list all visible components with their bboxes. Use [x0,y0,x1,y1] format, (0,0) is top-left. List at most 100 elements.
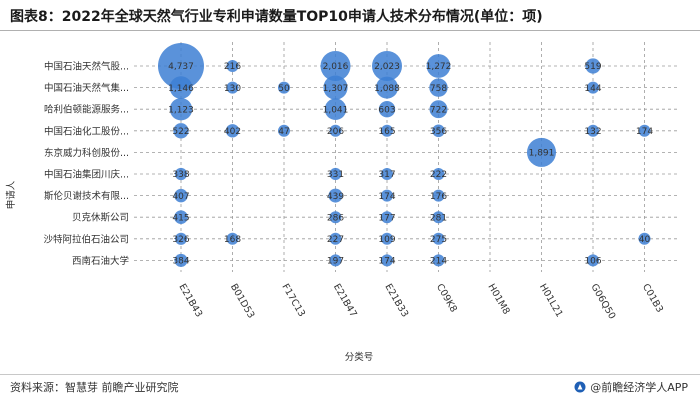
bubble [587,124,599,137]
bubble-value-label: 50 [278,84,290,94]
bubble [381,232,393,245]
y-tick-label: 哈利伯顿能源服务... [44,104,129,116]
bubble [174,188,188,203]
bubble-value-label: 216 [224,62,241,72]
bubble [432,168,445,180]
bubble [381,124,393,137]
bubble [225,124,240,138]
bubble-value-label: 47 [278,127,289,137]
bubble [432,254,445,267]
bubble [587,254,599,267]
bubble [158,43,204,89]
bubble [426,54,451,78]
bubble [585,58,601,74]
bubble [329,124,342,137]
bubble-value-label: 1,272 [426,62,452,72]
bubble [381,168,393,180]
bubble [329,211,342,224]
bubble [432,211,445,224]
bubble-value-label: 519 [584,62,601,72]
bubble-value-label: 286 [327,213,344,223]
source-note: 资料来源：智慧芽 前瞻产业研究院 [10,381,179,394]
bubble-value-label: 165 [378,127,395,137]
bubble [329,254,342,267]
bubble-value-label: 1,146 [168,84,194,94]
bubble-value-label: 130 [224,84,241,94]
bubble-value-label: 356 [430,127,447,137]
bubble-value-label: 407 [172,192,189,202]
grid-lines [134,42,680,272]
y-tick-label: 贝克休斯公司 [72,212,129,224]
bubble [381,254,393,267]
bubble-value-label: 176 [430,192,447,202]
bubble-value-label: 384 [172,257,189,267]
bubble-value-label: 317 [378,170,395,180]
page-title: 图表8：2022年全球天然气行业专利申请数量TOP10申请人技术分布情况(单位：… [10,9,543,25]
bubble-value-label: 132 [584,127,601,137]
bubble-value-label: 331 [327,170,344,180]
bubble [381,189,393,202]
bubble [432,232,445,245]
x-tick-labels: E21B43 B01D53 F17C13 E21B47 E21B33 C09K8 H01M8… [176,282,665,321]
y-tick-labels: 中国石油天然气股... 中国石油天然气集... 哈利伯顿能源服务... 中国石油化工股… [43,61,129,267]
bubble-value-label: 227 [327,235,344,245]
bubble-value-label: 168 [224,235,241,245]
bubble-value-label: 177 [378,213,395,223]
y-tick-label: 沙特阿拉伯石油公司 [43,233,129,245]
bubbles: 4,737 216 2,016 2,023 1,272 519 1,146 130 50 1,30… [158,43,653,267]
x-tick-label: E21B33 [382,282,410,319]
bubble [381,211,393,224]
bubble-value-label: 109 [378,235,395,245]
bubble-value-label: 4,737 [168,62,194,72]
bubble [278,124,290,137]
bubble [587,81,599,94]
bubble-value-label: 326 [172,235,189,245]
bubble-value-label: 439 [327,192,344,202]
bubble [329,167,342,181]
bubble-value-label: 222 [430,170,447,180]
bubble-value-label: 106 [584,257,601,267]
brand-credit: @前瞻经济学人APP [574,379,688,395]
bubble [320,50,351,82]
brand-logo-icon [574,381,586,393]
bubble-value-label: 206 [327,127,344,137]
x-tick-label: C01B3 [640,282,665,315]
x-tick-label: E21B43 [176,282,204,319]
bubble [174,232,188,245]
bubble-value-label: 1,088 [374,84,400,94]
title-divider [0,30,700,31]
bubble [432,189,445,202]
y-axis-label: 申请人 [5,180,17,209]
bubble-value-label: 275 [430,235,447,245]
x-tick-label: C09K8 [434,282,459,314]
bubble-value-label: 144 [584,84,601,94]
bubble-value-label: 174 [378,257,395,267]
bubble-value-label: 40 [639,235,651,245]
y-tick-label: 中国石油天然气股... [44,61,129,73]
bubble [226,232,239,245]
y-tick-label: 中国石油天然气集... [44,82,129,94]
bubble-value-label: 338 [172,170,189,180]
bubble-value-label: 2,023 [374,62,400,72]
bubble-value-label: 174 [378,192,395,202]
y-tick-label: 中国石油化工股份... [44,125,129,137]
y-tick-label: 中国石油集团川庆... [44,169,129,181]
bubble [174,167,188,181]
bubble [429,100,448,119]
bubble [324,98,347,120]
bubble [226,81,239,94]
bubble-value-label: 722 [430,105,447,115]
bubble-value-label: 174 [636,127,653,137]
x-tick-label: H01L21 [537,282,565,319]
bubble [378,100,396,118]
y-tick-label: 西南石油大学 [72,255,129,267]
footer-divider [0,374,700,375]
x-tick-label: B01D53 [228,282,257,320]
x-axis-label: 分类号 [345,351,374,363]
bubble-value-label: 1,891 [529,149,555,159]
bubble [173,123,189,139]
bubble-chart: 中国石油天然气股... 中国石油天然气集... 哈利伯顿能源服务... 中国石油化工股… [5,42,680,363]
x-tick-label: F17C13 [279,282,307,319]
bubble-value-label: 758 [430,84,447,94]
bubble [226,60,239,72]
